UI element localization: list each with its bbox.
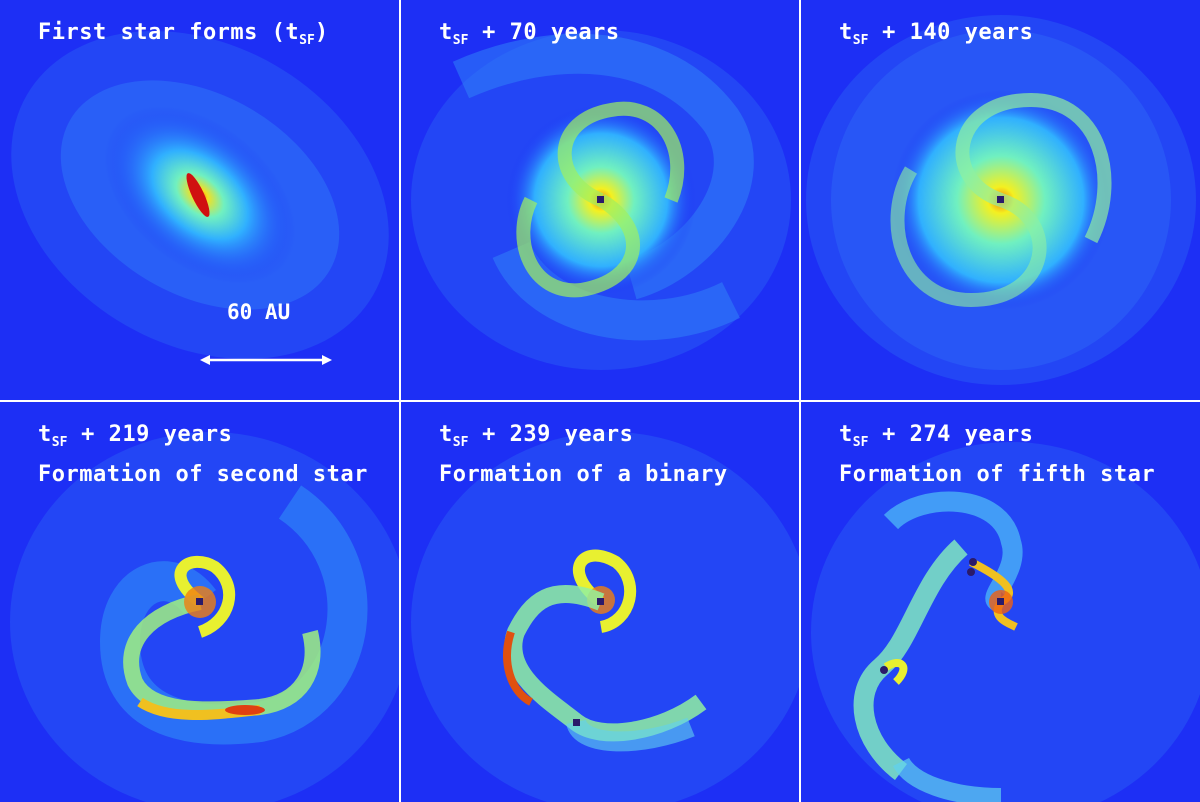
scale-bar-label: 60 AU: [227, 300, 291, 324]
panel-description: Formation of fifth star: [839, 462, 1156, 487]
star-marker: [967, 568, 975, 576]
disk-density-image: [806, 15, 1196, 385]
star-marker: [196, 598, 203, 605]
panel-title: tSF + 239 years: [439, 422, 634, 450]
panel-title: tSF + 140 years: [839, 20, 1034, 48]
panel-first-star: First star forms (tSF) 60 AU: [0, 0, 399, 400]
panel-title: tSF + 274 years: [839, 422, 1034, 450]
panel-description: Formation of second star: [38, 462, 368, 487]
star-marker: [880, 666, 888, 674]
panel-title: tSF + 70 years: [439, 20, 620, 48]
panel-70-years: tSF + 70 years: [401, 0, 799, 400]
panel-219-years: tSF + 219 years Formation of second star: [0, 402, 399, 802]
disk-density-image: [411, 30, 791, 370]
panel-title: First star forms (tSF): [38, 20, 329, 48]
panel-239-years: tSF + 239 years Formation of a binary: [401, 402, 799, 802]
panel-description: Formation of a binary: [439, 462, 728, 487]
disk-density-image: [11, 31, 389, 359]
disk-density-image: [10, 432, 399, 802]
star-marker: [597, 196, 604, 203]
disk-density-image: [811, 442, 1200, 802]
disk-density-image: [411, 432, 799, 802]
star-marker: [573, 719, 580, 726]
star-marker: [997, 598, 1004, 605]
star-marker: [597, 598, 604, 605]
panel-140-years: tSF + 140 years: [801, 0, 1200, 400]
panel-274-years: tSF + 274 years Formation of fifth star: [801, 402, 1200, 802]
star-marker: [969, 558, 977, 566]
star-marker: [997, 196, 1004, 203]
panel-title: tSF + 219 years: [38, 422, 233, 450]
